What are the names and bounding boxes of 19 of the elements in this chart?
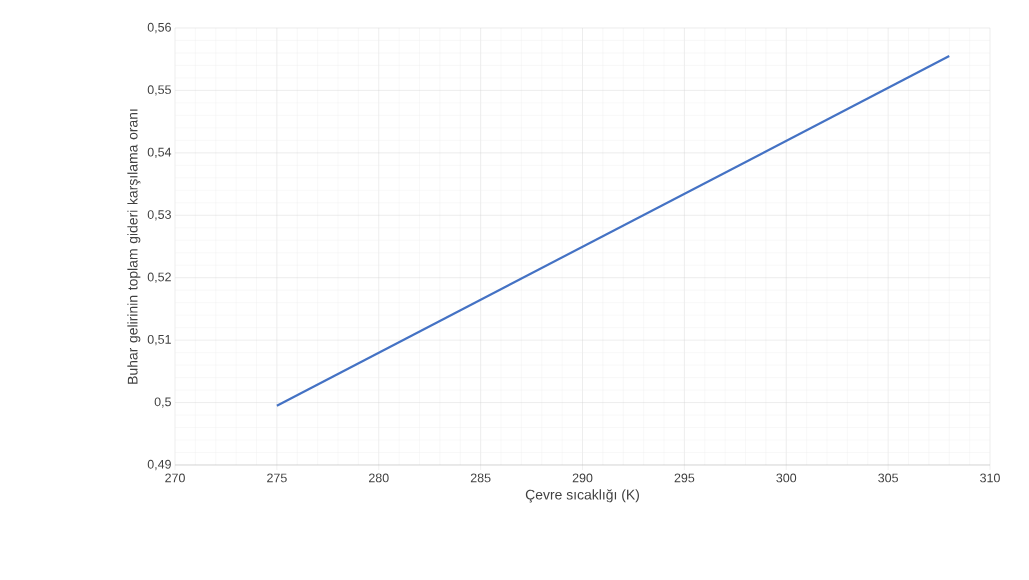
y-tick-label: 0,51 [147,334,171,346]
x-tick-label: 285 [470,473,491,483]
y-tick-label: 0,49 [147,459,171,471]
x-tick-label: 280 [369,473,389,483]
x-tick-label: 300 [776,473,797,483]
x-tick-label: 310 [980,473,1000,483]
x-tick-label: 305 [878,473,898,483]
y-tick-label: 0,52 [147,272,171,283]
x-tick-label: 295 [674,473,695,483]
y-tick-label: 0,53 [147,210,171,221]
y-axis-title: Buhar gelirinin toplam gideri karşılama oranı [127,109,141,384]
y-tick-label: 0,5 [154,397,171,408]
x-tick-label: 275 [267,473,287,483]
y-tick-label: 0,54 [147,147,172,158]
x-axis-title: Çevre sıcaklığı (K) [525,489,639,503]
x-tick-label: 290 [572,473,593,483]
y-tick-label: 0,56 [147,22,171,34]
y-tick-label: 0,55 [147,85,171,96]
x-tick-label: 270 [165,473,185,483]
